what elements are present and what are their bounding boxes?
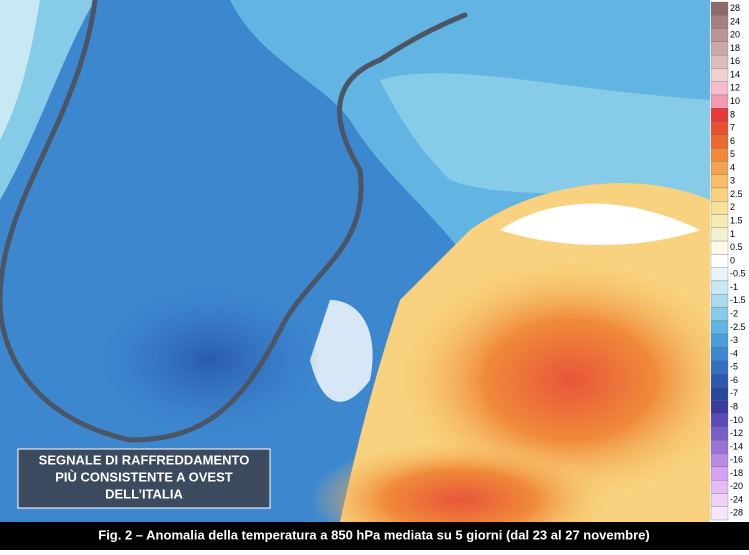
- legend-swatch: [710, 480, 729, 494]
- legend-label: 3: [730, 176, 735, 186]
- legend-swatch: [710, 320, 729, 335]
- legend-label: -16: [730, 455, 743, 465]
- legend-label: 0.5: [730, 242, 743, 252]
- legend-label: 8: [730, 109, 735, 119]
- legend-label: -5: [730, 362, 738, 372]
- legend-swatch: [710, 28, 729, 42]
- annotation-box: [17, 448, 271, 509]
- legend-swatch: [710, 347, 729, 361]
- legend-swatch: [710, 453, 729, 468]
- legend-label: -1.5: [730, 295, 746, 305]
- legend: 28 24 20 18 16 14 12 10 8 7 6 5 4 3 2.5 2 1.5 1 0.5 0 -0.5 -1…: [710, 1, 746, 521]
- legend-label: -7: [730, 388, 738, 398]
- legend-label: -20: [730, 481, 743, 491]
- legend-swatch: [710, 506, 729, 521]
- legend-label: -6: [730, 375, 738, 385]
- legend-label: -28: [730, 508, 743, 518]
- legend-swatch: [710, 54, 729, 69]
- legend-swatch: [710, 187, 729, 202]
- legend-label: -2: [730, 309, 738, 319]
- legend-swatch: [710, 161, 729, 175]
- legend-swatch: [710, 267, 729, 282]
- legend-label: 14: [730, 69, 740, 79]
- legend-label: 16: [730, 56, 740, 66]
- east-light-area: [380, 73, 710, 200]
- legend-swatch: [710, 307, 729, 321]
- legend-swatch: [710, 81, 729, 96]
- annotation-text: DELL’ITALIA: [105, 486, 183, 501]
- legend-label: -10: [730, 415, 743, 425]
- cold-lighter-area: [0, 0, 40, 140]
- legend-swatch: [710, 373, 729, 388]
- legend-label: 7: [730, 123, 735, 133]
- legend-label: -12: [730, 428, 743, 438]
- legend-label: 20: [730, 30, 740, 40]
- legend-swatch: [710, 201, 729, 215]
- legend-label: 18: [730, 43, 740, 53]
- legend-swatch: [710, 121, 729, 135]
- italy-area: [310, 300, 373, 402]
- legend-swatch: [710, 413, 729, 428]
- legend-label: 6: [730, 136, 735, 146]
- legend-label: -1: [730, 282, 738, 292]
- legend-swatch: [710, 94, 729, 109]
- legend-label: -18: [730, 468, 743, 478]
- legend-swatch: [710, 254, 729, 268]
- warm-core: [400, 260, 740, 500]
- legend-swatch: [710, 387, 729, 401]
- legend-label: 1: [730, 229, 735, 239]
- legend-label: 12: [730, 83, 740, 93]
- legend-swatch: [710, 227, 729, 242]
- legend-label: -24: [730, 494, 743, 504]
- legend-swatch: [710, 1, 729, 16]
- legend-swatch: [710, 240, 729, 255]
- legend-swatch: [710, 214, 729, 228]
- caption-bar: [0, 522, 749, 550]
- legend-label: -14: [730, 441, 743, 451]
- annotation-text: SEGNALE DI RAFFREDDAMENTO: [39, 452, 250, 467]
- legend-label: 10: [730, 96, 740, 106]
- legend-label: 0: [730, 255, 735, 265]
- legend-label: 2.5: [730, 189, 743, 199]
- legend-swatch: [710, 68, 729, 82]
- legend-swatch: [710, 426, 729, 441]
- legend-swatch: [710, 440, 729, 454]
- annotation-text: PIÙ CONSISTENTE A OVEST: [55, 469, 233, 484]
- legend-label: -8: [730, 401, 738, 411]
- legend-swatch: [710, 41, 729, 56]
- legend-swatch: [710, 108, 729, 122]
- legend-label: 28: [730, 3, 740, 13]
- legend-swatch: [710, 174, 729, 189]
- legend-label: 4: [730, 162, 735, 172]
- legend-swatch: [710, 493, 729, 507]
- legend-label: -4: [730, 348, 738, 358]
- legend-swatch: [710, 294, 729, 308]
- legend-label: 1.5: [730, 216, 743, 226]
- legend-swatch: [710, 466, 729, 481]
- legend-label: -2.5: [730, 322, 746, 332]
- legend-swatch: [710, 280, 729, 295]
- legend-swatch: [710, 333, 729, 348]
- boundary-line: [0, 0, 468, 443]
- legend-label: 24: [730, 16, 740, 26]
- neutral-area: [500, 203, 700, 245]
- legend-swatch: [710, 147, 729, 162]
- legend-swatch: [710, 360, 729, 375]
- legend-swatch: [710, 400, 729, 414]
- iberia-cold: [100, 290, 320, 430]
- legend-swatch: [710, 134, 729, 149]
- legend-label: -3: [730, 335, 738, 345]
- legend-label: -0.5: [730, 269, 746, 279]
- caption: Fig. 2 – Anomalia della temperatura a 85…: [98, 527, 650, 542]
- legend-label: 5: [730, 149, 735, 159]
- legend-label: 2: [730, 202, 735, 212]
- legend-swatch: [710, 15, 729, 29]
